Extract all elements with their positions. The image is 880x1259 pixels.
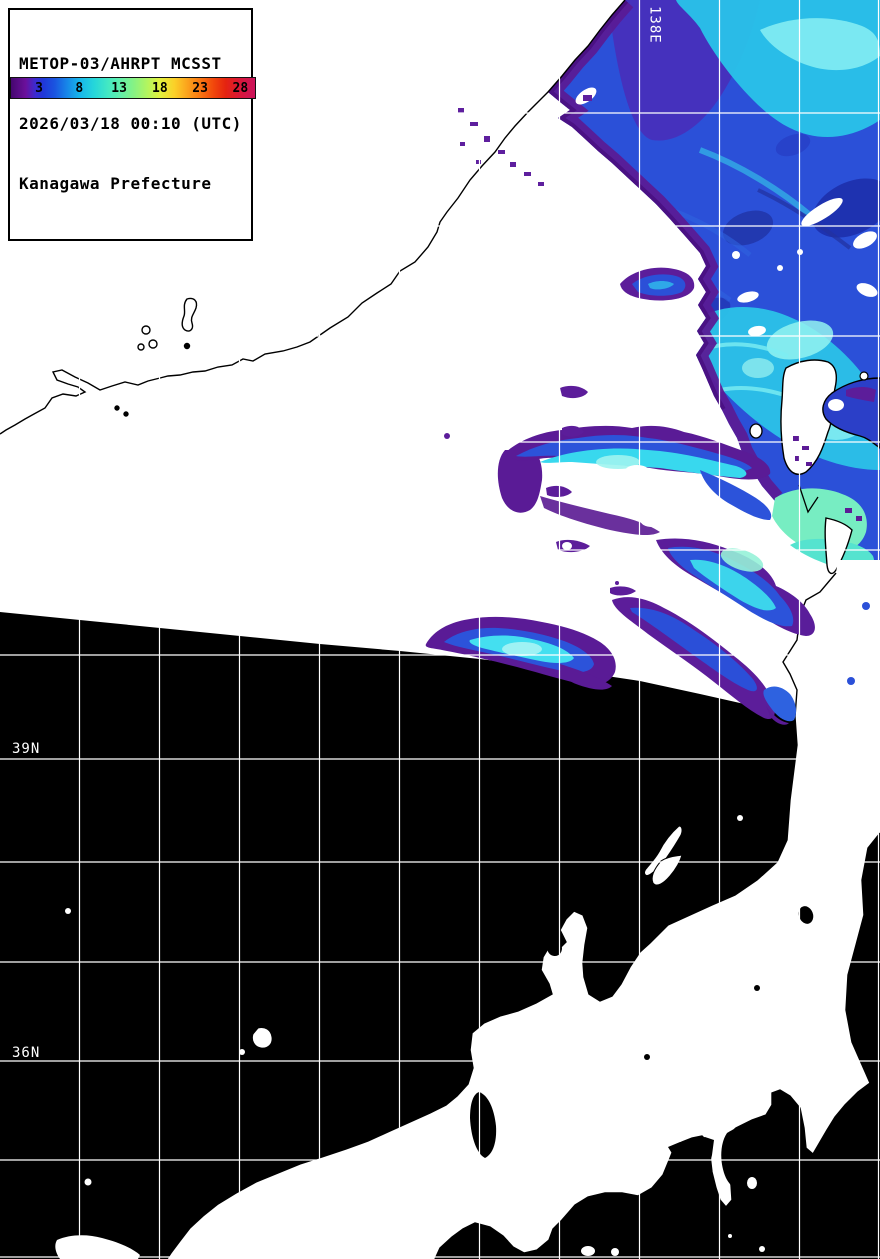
colorbar-tick-3: 3 bbox=[35, 81, 43, 96]
bays-and-lakes bbox=[470, 906, 814, 1197]
lake-inawashiro bbox=[798, 906, 814, 924]
coastline-sea-of-japan bbox=[0, 0, 626, 435]
coordinate-labels: 138E 39N 36N bbox=[12, 6, 662, 1061]
coast-bay-complex bbox=[749, 359, 880, 575]
map-label-lat-36n: 36N bbox=[12, 1045, 40, 1061]
title-box: METOP-03/AHRPT MCSST 2026/03/18 00:10 (U… bbox=[8, 8, 253, 241]
lake-chuzenji bbox=[754, 985, 760, 991]
product-name: METOP-03/AHRPT MCSST bbox=[19, 54, 222, 73]
suruga-bay bbox=[668, 1137, 714, 1197]
lake-hamana bbox=[470, 1092, 497, 1158]
sst-speckles bbox=[458, 95, 592, 186]
honshu-landmass bbox=[166, 560, 880, 1259]
sado-island bbox=[644, 825, 683, 876]
small-sst-dots bbox=[847, 602, 870, 685]
oshima-island bbox=[747, 1177, 757, 1189]
oki-island bbox=[251, 1027, 273, 1049]
temperature-colorbar: 3 8 13 18 23 28 bbox=[10, 77, 256, 99]
nanao-notch bbox=[546, 939, 562, 957]
colorbar-tick-28: 28 bbox=[232, 81, 249, 96]
colorbar-tick-18: 18 bbox=[152, 81, 168, 96]
lake-suwa bbox=[644, 1054, 650, 1060]
colorbar-tick-23: 23 bbox=[192, 81, 208, 96]
colorbar-tick-13: 13 bbox=[111, 81, 127, 96]
map-label-lat-39n: 39N bbox=[12, 741, 40, 757]
region-name: Kanagawa Prefecture bbox=[19, 174, 212, 193]
colorbar-tick-8: 8 bbox=[75, 81, 84, 96]
sst-streaks bbox=[425, 267, 815, 725]
datetime-utc: 2026/03/18 00:10 (UTC) bbox=[19, 114, 242, 133]
sagami-bay bbox=[721, 1124, 788, 1194]
map-label-lon-138e: 138E bbox=[646, 6, 662, 44]
